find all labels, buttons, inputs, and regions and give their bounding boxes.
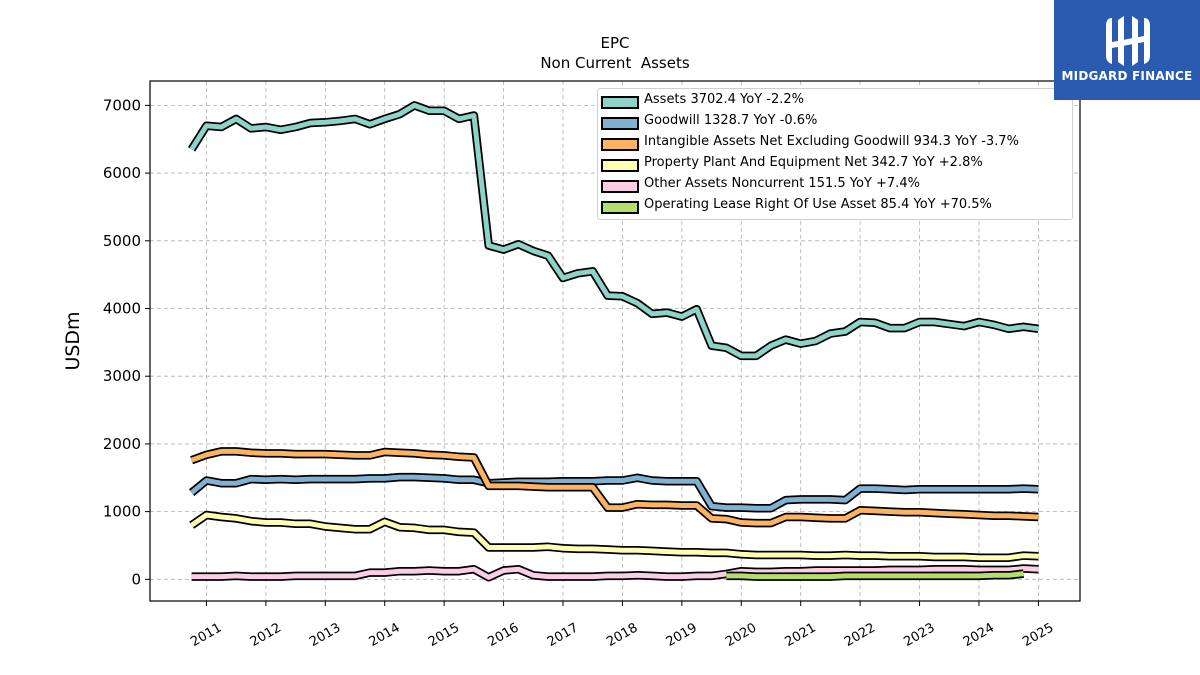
x-tick-label: 2012 — [248, 620, 284, 650]
legend-label: Property Plant And Equipment Net 342.7 Y… — [644, 155, 983, 170]
legend-label: Other Assets Noncurrent 151.5 YoY +7.4% — [644, 176, 920, 191]
x-tick-label: 2019 — [664, 620, 700, 650]
y-tick-label: 7000 — [103, 96, 141, 114]
series-line — [191, 566, 1039, 580]
legend-swatch — [601, 201, 639, 214]
legend-item: Goodwill 1328.7 YoY -0.6% — [598, 112, 1068, 132]
y-tick-label: 2000 — [103, 435, 141, 453]
logo-text: MIDGARD FINANCE — [1061, 69, 1193, 83]
y-axis-label: USDm — [62, 311, 84, 370]
x-tick-label: 2016 — [485, 620, 521, 650]
x-tick-label: 2024 — [961, 620, 997, 650]
chart-subtitle: Non Current Assets — [540, 54, 690, 72]
x-tick-label: 2020 — [723, 620, 759, 650]
y-tick-label: 6000 — [103, 164, 141, 182]
x-tick-label: 2021 — [783, 620, 819, 650]
legend-label: Assets 3702.4 YoY -2.2% — [644, 92, 805, 107]
legend-label: Intangible Assets Net Excluding Goodwill… — [644, 134, 1019, 149]
chart-title: EPC — [601, 34, 630, 52]
legend-item: Intangible Assets Net Excluding Goodwill… — [598, 133, 1068, 153]
x-tick-label: 2011 — [188, 620, 224, 650]
legend-swatch — [601, 96, 639, 109]
legend-label: Goodwill 1328.7 YoY -0.6% — [644, 113, 818, 128]
x-tick-label: 2025 — [1020, 620, 1056, 650]
logo-mark-icon — [1106, 16, 1150, 66]
legend-item: Property Plant And Equipment Net 342.7 Y… — [598, 154, 1068, 174]
legend-swatch — [601, 138, 639, 151]
series-line — [189, 102, 1039, 359]
series-layer — [188, 101, 1039, 582]
y-tick-label: 0 — [131, 570, 141, 588]
y-axis: 0 1000 2000 3000 4000 5000 6000 7000 — [103, 96, 150, 588]
y-tick-label: 3000 — [103, 367, 141, 385]
series-line — [190, 512, 1039, 561]
plot-frame — [149, 80, 1081, 602]
legend-swatch — [601, 180, 639, 193]
x-tick-label: 2013 — [307, 620, 343, 650]
legend-swatch — [601, 117, 639, 130]
legend-item: Assets 3702.4 YoY -2.2% — [598, 91, 1068, 111]
x-tick-label: 2014 — [367, 620, 403, 650]
legend: Assets 3702.4 YoY -2.2% Goodwill 1328.7 … — [597, 88, 1073, 220]
series-line — [190, 448, 1039, 526]
x-tick-label: 2023 — [901, 620, 937, 650]
legend-swatch — [601, 159, 639, 172]
series-line — [190, 474, 1039, 511]
x-tick-label: 2018 — [604, 620, 640, 650]
brand-logo: MIDGARD FINANCE — [1054, 0, 1200, 100]
x-tick-label: 2022 — [842, 620, 878, 650]
x-tick-label: 2015 — [426, 620, 462, 650]
series-line — [726, 571, 1024, 580]
legend-item: Operating Lease Right Of Use Asset 85.4 … — [598, 196, 1068, 216]
y-tick-label: 4000 — [103, 300, 141, 318]
y-tick-label: 5000 — [103, 232, 141, 250]
legend-label: Operating Lease Right Of Use Asset 85.4 … — [644, 197, 992, 212]
x-tick-label: 2017 — [545, 620, 581, 650]
legend-item: Other Assets Noncurrent 151.5 YoY +7.4% — [598, 175, 1068, 195]
y-tick-label: 1000 — [103, 503, 141, 521]
x-axis: 2011 2012 2013 2014 2015 2016 2017 2018 2019 2020… — [188, 601, 1056, 650]
